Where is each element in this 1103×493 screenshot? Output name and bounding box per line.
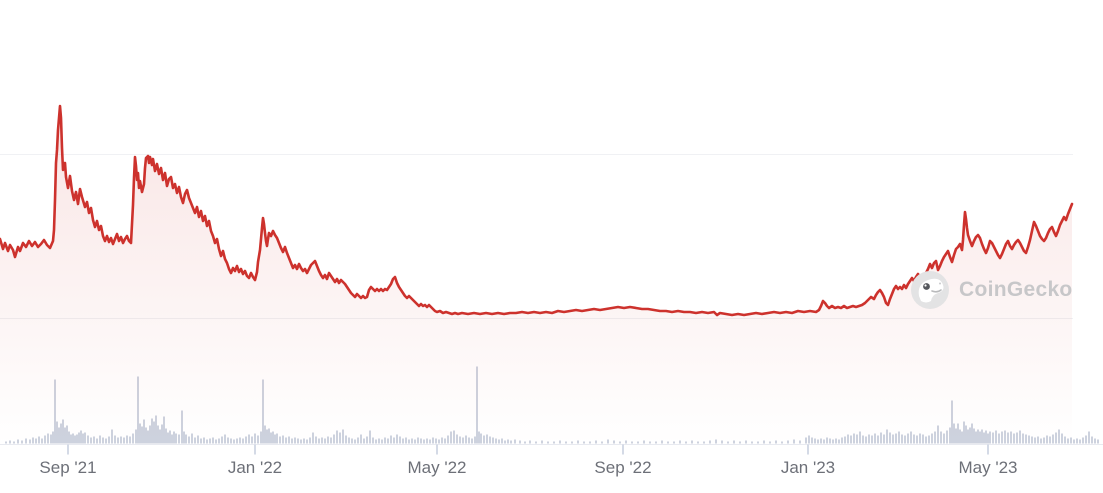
volume-bar	[1088, 431, 1090, 444]
price-line	[0, 104, 1074, 317]
x-axis-label: Jan '23	[781, 458, 835, 477]
volume-bar	[1079, 439, 1081, 444]
x-axis-label: Sep '21	[39, 458, 96, 477]
volume-bar	[1076, 438, 1078, 444]
volume-bar	[1085, 435, 1087, 444]
price-series	[0, 104, 1074, 443]
x-axis-label: May '22	[408, 458, 467, 477]
volume-bar	[1091, 436, 1093, 444]
volume-bar	[1097, 439, 1099, 444]
x-axis-label: Jan '22	[228, 458, 282, 477]
volume-bar	[1094, 438, 1096, 444]
x-axis-label: Sep '22	[594, 458, 651, 477]
volume-bar	[1073, 439, 1075, 444]
volume-bar	[1082, 437, 1084, 444]
x-axis: Sep '21 Jan '22 May '22 Sep '22 Jan '23 May '…	[0, 444, 1103, 477]
x-axis-label: May '23	[959, 458, 1018, 477]
price-area-fill	[0, 106, 1072, 443]
